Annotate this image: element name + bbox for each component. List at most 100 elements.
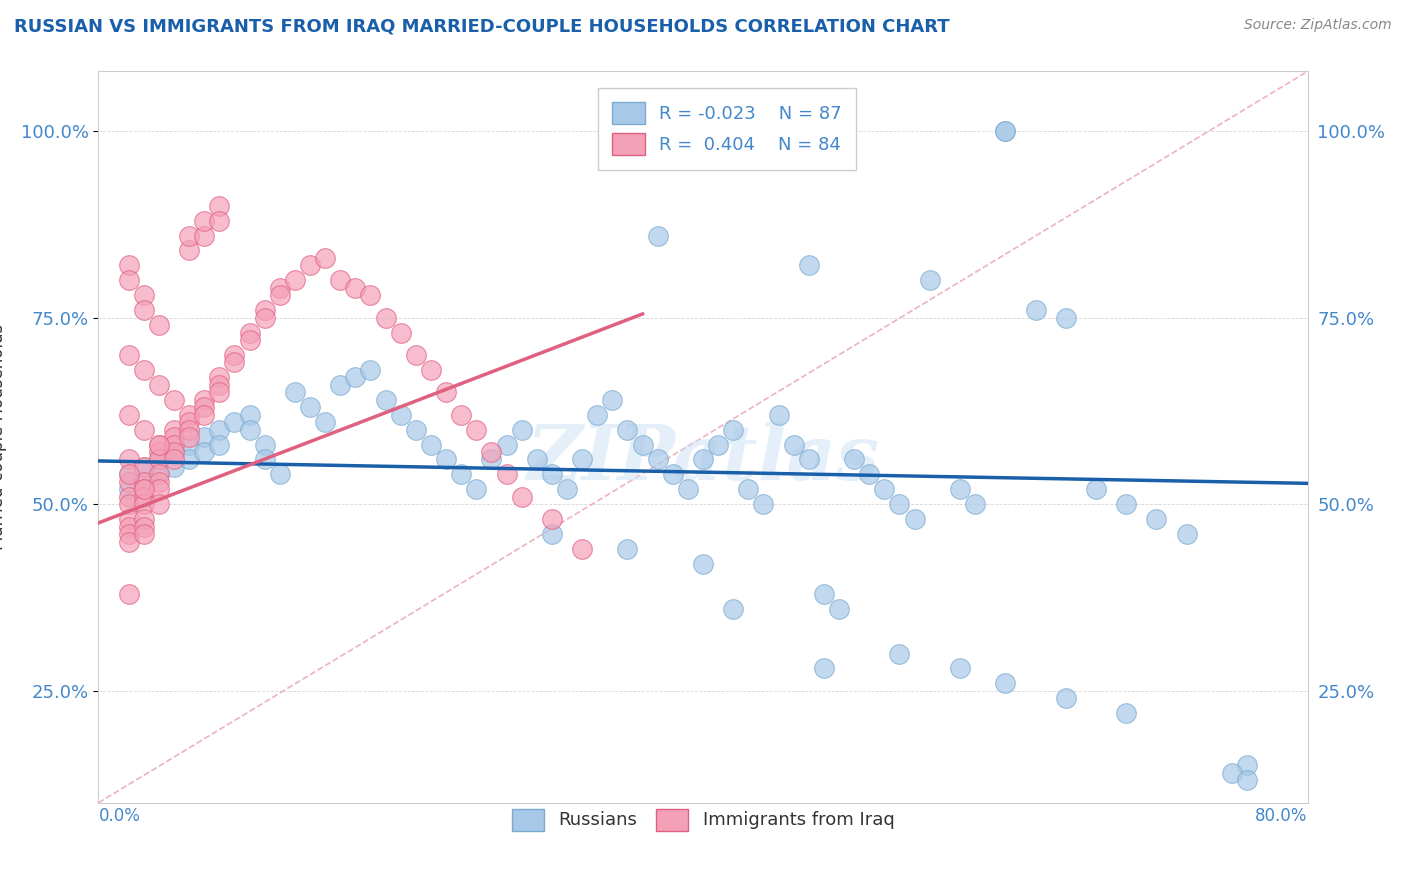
Point <box>420 363 443 377</box>
Point <box>949 483 972 497</box>
Point <box>118 497 141 511</box>
Point <box>360 288 382 302</box>
Point <box>148 467 170 482</box>
Point <box>434 385 457 400</box>
Text: Source: ZipAtlas.com: Source: ZipAtlas.com <box>1244 18 1392 32</box>
Point <box>163 430 186 444</box>
Point <box>118 483 141 497</box>
Point <box>797 452 820 467</box>
Point <box>179 415 201 429</box>
Point <box>813 661 835 675</box>
Point <box>481 452 503 467</box>
Point <box>1054 691 1077 706</box>
Point <box>329 377 352 392</box>
Point <box>148 318 170 332</box>
Point <box>132 459 155 474</box>
Point <box>132 363 155 377</box>
Point <box>647 228 669 243</box>
Point <box>148 483 170 497</box>
Point <box>828 601 851 615</box>
Point <box>389 408 412 422</box>
Point <box>208 377 231 392</box>
Point <box>193 430 215 444</box>
Point <box>208 370 231 384</box>
Point <box>193 392 215 407</box>
Point <box>1236 773 1258 788</box>
Point <box>676 483 699 497</box>
Point <box>374 310 396 325</box>
Point <box>1054 310 1077 325</box>
Text: 80.0%: 80.0% <box>1256 806 1308 824</box>
Point <box>148 452 170 467</box>
Point <box>616 423 638 437</box>
Point <box>208 199 231 213</box>
Point <box>495 437 517 451</box>
Point <box>118 348 141 362</box>
Point <box>118 408 141 422</box>
Point <box>193 213 215 227</box>
Point <box>148 377 170 392</box>
Point <box>163 437 186 451</box>
Point <box>450 408 472 422</box>
Point <box>949 661 972 675</box>
Point <box>344 370 367 384</box>
Point <box>526 452 548 467</box>
Point <box>314 415 336 429</box>
Point <box>510 423 533 437</box>
Point <box>405 348 427 362</box>
Point <box>1236 758 1258 772</box>
Point <box>707 437 730 451</box>
Point <box>163 452 186 467</box>
Point <box>132 288 155 302</box>
Point <box>163 423 186 437</box>
Point <box>602 392 624 407</box>
Point <box>239 408 262 422</box>
Point <box>540 512 562 526</box>
Point <box>253 437 276 451</box>
Point <box>420 437 443 451</box>
Point <box>813 587 835 601</box>
Point <box>118 467 141 482</box>
Point <box>465 423 488 437</box>
Point <box>193 401 215 415</box>
Text: 0.0%: 0.0% <box>98 806 141 824</box>
Point <box>540 527 562 541</box>
Point <box>148 452 170 467</box>
Point <box>118 259 141 273</box>
Point <box>118 467 141 482</box>
Point <box>374 392 396 407</box>
Point <box>118 273 141 287</box>
Point <box>239 326 262 340</box>
Point <box>118 519 141 533</box>
Point <box>208 213 231 227</box>
Point <box>314 251 336 265</box>
Point <box>329 273 352 287</box>
Point <box>132 527 155 541</box>
Point <box>344 281 367 295</box>
Point <box>132 490 155 504</box>
Point <box>179 408 201 422</box>
Point <box>253 452 276 467</box>
Point <box>179 437 201 451</box>
Legend: Russians, Immigrants from Iraq: Russians, Immigrants from Iraq <box>498 794 908 845</box>
Point <box>269 288 291 302</box>
Point <box>994 124 1017 138</box>
Point <box>179 244 201 258</box>
Point <box>132 475 155 489</box>
Point <box>148 437 170 451</box>
Point <box>1085 483 1108 497</box>
Point <box>118 527 141 541</box>
Point <box>299 401 322 415</box>
Point <box>723 423 745 437</box>
Point <box>179 423 201 437</box>
Point <box>889 647 911 661</box>
Point <box>723 601 745 615</box>
Point <box>450 467 472 482</box>
Point <box>1144 512 1167 526</box>
Point <box>1220 766 1243 780</box>
Point <box>208 437 231 451</box>
Point <box>148 467 170 482</box>
Point <box>284 385 307 400</box>
Point <box>148 497 170 511</box>
Point <box>661 467 683 482</box>
